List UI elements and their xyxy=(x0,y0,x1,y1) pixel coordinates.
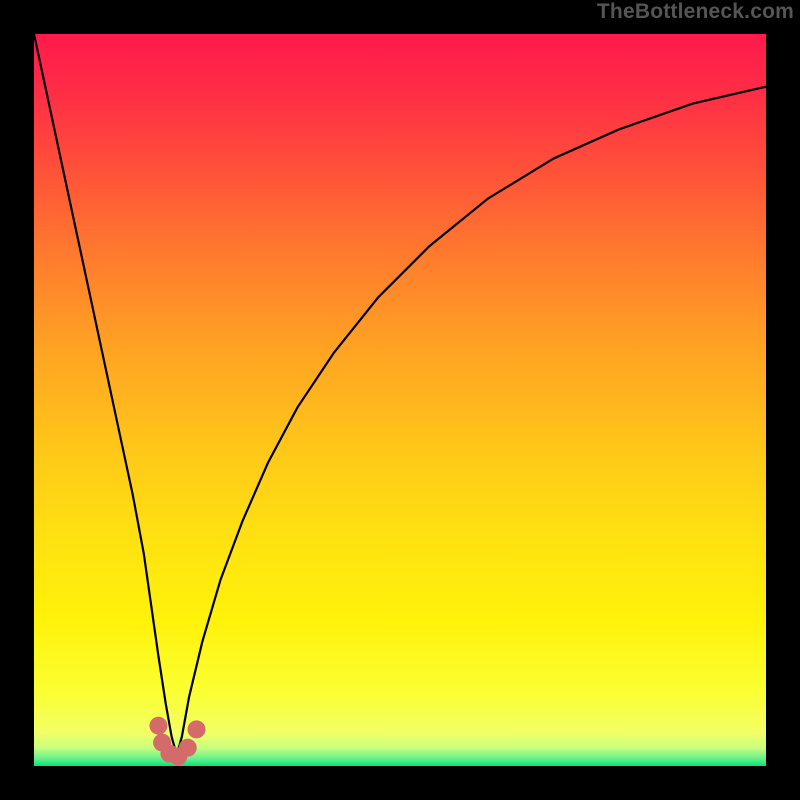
watermark-text: TheBottleneck.com xyxy=(597,0,794,24)
optimum-marker xyxy=(179,739,197,757)
optimum-marker xyxy=(149,717,167,735)
bottleneck-curve-chart xyxy=(0,0,800,800)
chart-container: TheBottleneck.com xyxy=(0,0,800,800)
plot-background-gradient xyxy=(34,34,766,766)
optimum-marker xyxy=(188,720,206,738)
